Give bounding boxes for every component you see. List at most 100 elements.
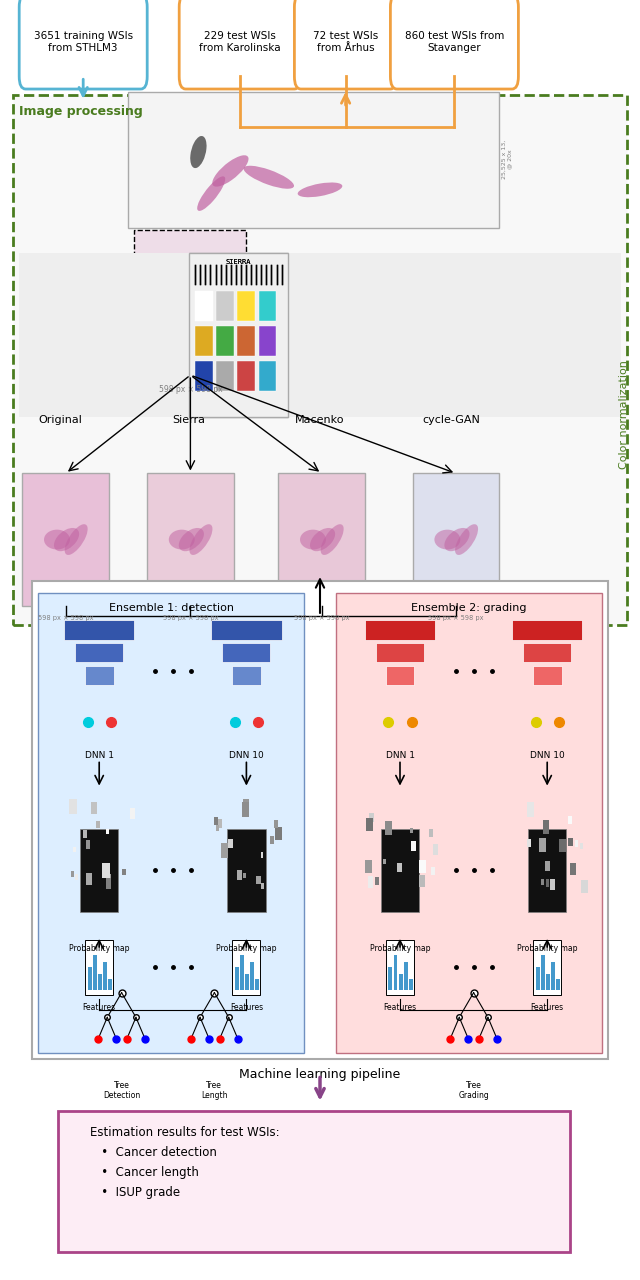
- Bar: [336, 593, 602, 1053]
- Bar: [13, 95, 627, 625]
- Bar: [32, 581, 608, 1060]
- Bar: [543, 820, 550, 833]
- Bar: [227, 829, 266, 911]
- Bar: [259, 326, 276, 356]
- Bar: [216, 361, 234, 392]
- Text: Probability map: Probability map: [370, 943, 430, 952]
- Bar: [147, 474, 234, 605]
- Bar: [237, 291, 255, 321]
- FancyBboxPatch shape: [294, 0, 397, 90]
- Bar: [232, 940, 260, 995]
- Bar: [80, 829, 118, 911]
- Bar: [260, 852, 264, 858]
- Bar: [259, 291, 276, 321]
- Bar: [243, 873, 246, 878]
- Bar: [106, 878, 111, 890]
- Bar: [71, 872, 74, 877]
- Text: DNN 1: DNN 1: [385, 750, 415, 759]
- Bar: [22, 474, 109, 605]
- Bar: [237, 361, 255, 392]
- Bar: [278, 474, 365, 605]
- Bar: [385, 666, 415, 685]
- Ellipse shape: [54, 527, 79, 552]
- Bar: [259, 326, 276, 356]
- Bar: [38, 593, 304, 1053]
- Bar: [242, 803, 250, 817]
- Bar: [216, 824, 220, 831]
- Bar: [243, 800, 249, 812]
- Text: 860 test WSIs from
Stavanger: 860 test WSIs from Stavanger: [404, 31, 504, 52]
- Bar: [216, 326, 234, 356]
- Bar: [397, 863, 402, 872]
- Text: Tree
Detection: Tree Detection: [103, 1080, 140, 1101]
- Bar: [69, 800, 77, 814]
- Bar: [551, 963, 555, 991]
- Text: 598 px × 598 px: 598 px × 598 px: [294, 614, 349, 621]
- Bar: [429, 829, 433, 837]
- Bar: [108, 979, 112, 991]
- Bar: [365, 621, 435, 640]
- Bar: [539, 837, 546, 852]
- Bar: [122, 869, 125, 876]
- Bar: [367, 877, 373, 887]
- Bar: [376, 643, 424, 663]
- Bar: [73, 846, 76, 852]
- Bar: [545, 860, 550, 872]
- Bar: [216, 326, 234, 356]
- Text: 3651 training WSIs
from STHLM3: 3651 training WSIs from STHLM3: [34, 31, 132, 52]
- Bar: [211, 621, 282, 640]
- Bar: [431, 867, 435, 876]
- Text: DNN 10: DNN 10: [530, 750, 564, 759]
- Text: 598 px × 598 px: 598 px × 598 px: [38, 614, 93, 621]
- Bar: [386, 940, 414, 995]
- Ellipse shape: [44, 530, 70, 549]
- Bar: [129, 808, 135, 819]
- Text: 72 test WSIs
from Århus: 72 test WSIs from Århus: [313, 31, 378, 52]
- Bar: [257, 876, 260, 884]
- Bar: [365, 860, 372, 873]
- Bar: [524, 643, 572, 663]
- Bar: [237, 326, 255, 356]
- Ellipse shape: [444, 527, 470, 552]
- Ellipse shape: [169, 530, 195, 549]
- Bar: [90, 801, 97, 814]
- Bar: [275, 827, 282, 840]
- Bar: [195, 326, 213, 356]
- Bar: [274, 820, 278, 828]
- Text: SIERRA: SIERRA: [226, 259, 251, 265]
- Bar: [541, 955, 545, 991]
- Bar: [556, 979, 560, 991]
- Bar: [568, 838, 573, 846]
- Bar: [228, 838, 233, 847]
- Text: Probability map: Probability map: [517, 943, 577, 952]
- Bar: [536, 968, 540, 991]
- Bar: [580, 844, 583, 850]
- Bar: [235, 968, 239, 991]
- Bar: [404, 963, 408, 991]
- Bar: [106, 829, 109, 835]
- Bar: [527, 838, 531, 847]
- Bar: [195, 291, 213, 321]
- Bar: [409, 979, 413, 991]
- Text: DNN 1: DNN 1: [84, 750, 114, 759]
- Bar: [512, 621, 582, 640]
- Bar: [419, 876, 425, 887]
- Bar: [214, 817, 218, 824]
- Bar: [232, 666, 261, 685]
- Text: Original: Original: [39, 416, 83, 425]
- Bar: [96, 820, 100, 828]
- Bar: [433, 845, 438, 855]
- Bar: [85, 666, 114, 685]
- Bar: [410, 828, 413, 833]
- Text: Tree
Grading: Tree Grading: [458, 1080, 489, 1101]
- Ellipse shape: [179, 527, 204, 552]
- Ellipse shape: [310, 527, 335, 552]
- Bar: [532, 666, 562, 685]
- Text: Tree
Length: Tree Length: [201, 1080, 228, 1101]
- Bar: [216, 291, 234, 321]
- Bar: [259, 361, 276, 392]
- Text: Probability map: Probability map: [69, 943, 129, 952]
- Bar: [411, 841, 416, 851]
- Bar: [86, 873, 92, 884]
- Bar: [383, 859, 386, 864]
